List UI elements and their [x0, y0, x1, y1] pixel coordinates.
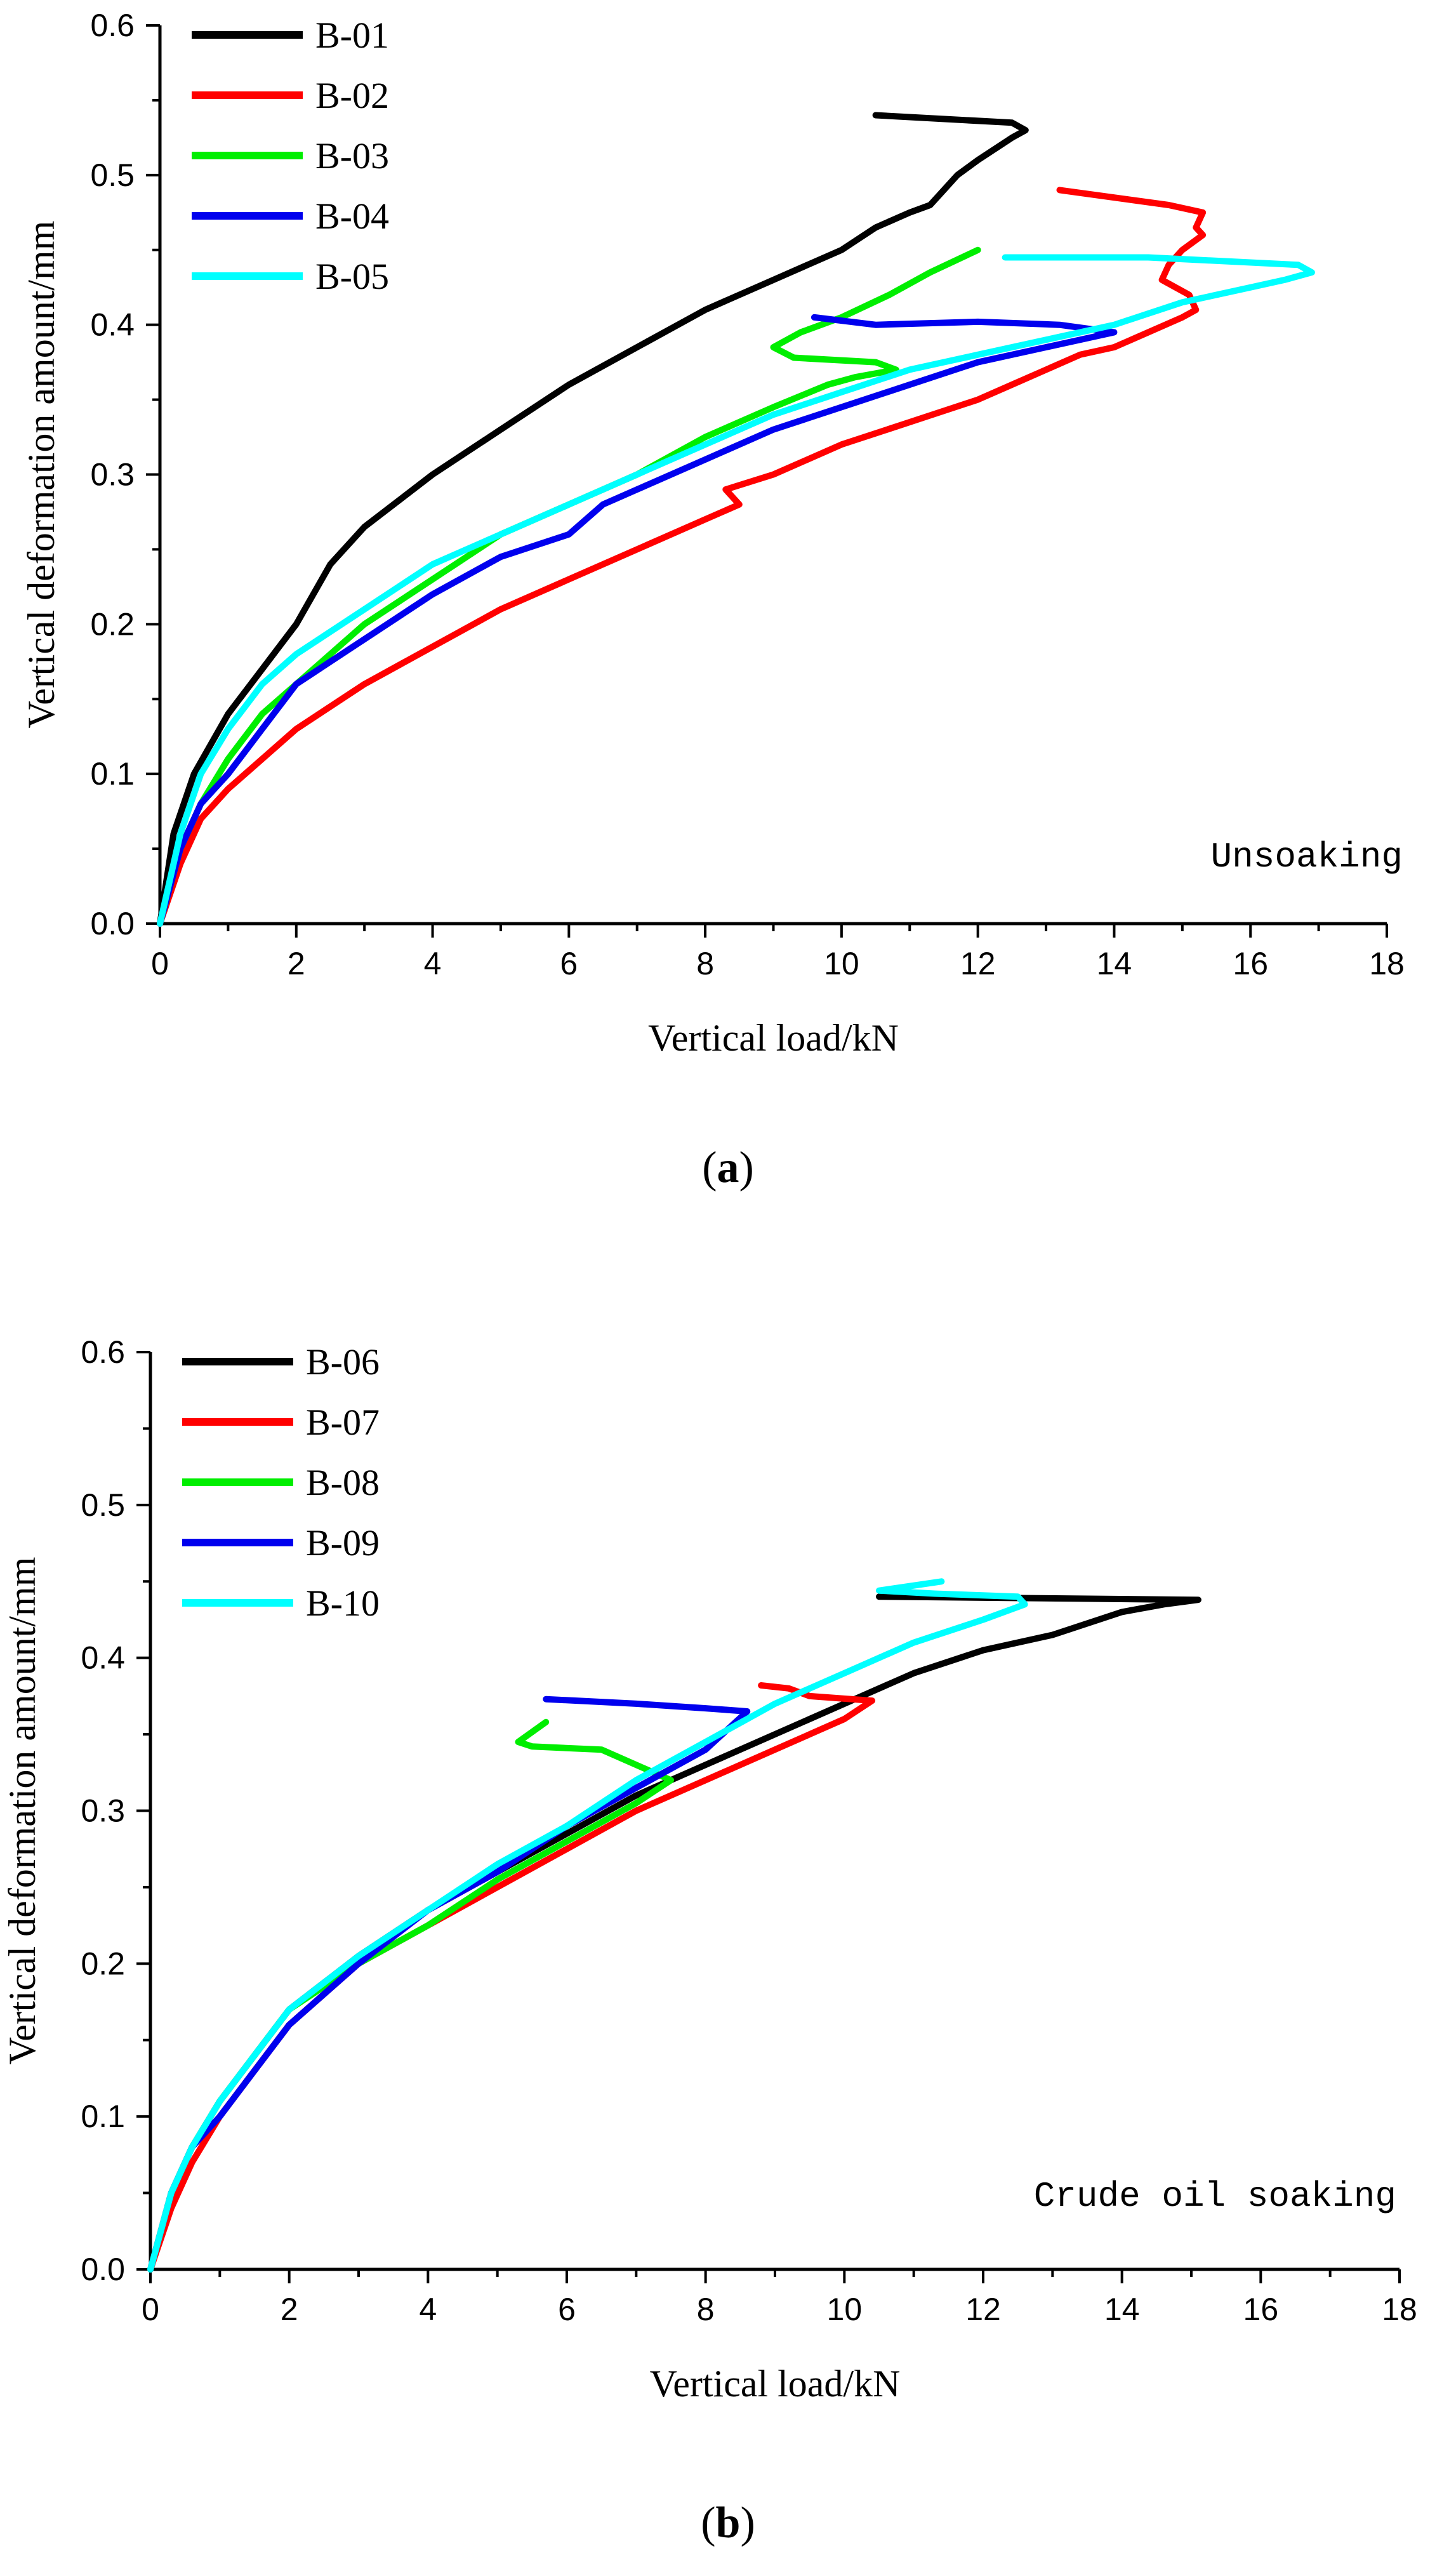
x-tick-label: 16 — [1243, 2292, 1279, 2327]
y-tick-label: 0.2 — [81, 1946, 125, 1981]
series-line-b-05 — [157, 254, 1315, 927]
caption-b-open: ( — [701, 2499, 716, 2547]
caption-b-close: ) — [740, 2499, 755, 2547]
y-tick-label: 0.0 — [81, 2252, 125, 2287]
legend-label-b-09: B-09 — [306, 1522, 380, 1563]
x-tick-label: 18 — [1382, 2292, 1417, 2327]
series-line-b-03 — [157, 246, 981, 927]
x-tick-label: 2 — [288, 946, 305, 981]
y-tick-label: 0.0 — [90, 906, 135, 941]
caption-a-letter: a — [717, 1143, 739, 1192]
x-tick-label: 12 — [965, 2292, 1001, 2327]
x-tick-label: 8 — [697, 2292, 715, 2327]
legend-label-b-05: B-05 — [315, 256, 389, 297]
x-tick-label: 2 — [281, 2292, 298, 2327]
legend-label-b-08: B-08 — [306, 1462, 380, 1503]
y-tick-label: 0.4 — [90, 307, 135, 343]
y-tick-label: 0.6 — [81, 1334, 125, 1370]
x-tick-label: 18 — [1369, 946, 1405, 981]
x-tick-label: 4 — [419, 2292, 437, 2327]
series-line-b-02 — [157, 187, 1207, 927]
series-line-b-04 — [157, 314, 1118, 927]
legend-label-b-06: B-06 — [306, 1341, 380, 1383]
y-tick-label: 0.1 — [81, 2099, 125, 2134]
x-tick-label: 10 — [827, 2292, 863, 2327]
condition-annotation: Unsoaking — [1211, 837, 1403, 877]
y-tick-label: 0.1 — [90, 756, 135, 792]
chart-panel-b: 0 2 4 6 8 10 12 14 16 18 0.0 0.1 0.2 0.3 0.4 0.5 0.6 Vert… — [1, 1334, 1417, 2405]
y-tick-label: 0.3 — [90, 457, 135, 493]
series-line-b-09 — [147, 1696, 751, 2273]
x-tick-label: 6 — [558, 2292, 576, 2327]
y-tick-label: 0.6 — [90, 8, 135, 43]
x-tick-label: 8 — [696, 946, 714, 981]
y-tick-label: 0.5 — [90, 157, 135, 193]
x-tick-label: 6 — [560, 946, 578, 981]
y-tick-label: 0.5 — [81, 1487, 125, 1523]
x-tick-label: 10 — [824, 946, 859, 981]
x-tick-label: 14 — [1104, 2292, 1140, 2327]
series-line-b-08 — [147, 1718, 674, 2273]
series-line-b-06 — [147, 1593, 1201, 2273]
y-tick-label: 0.4 — [81, 1640, 125, 1676]
legend-label-b-03: B-03 — [315, 135, 389, 176]
x-tick-label: 0 — [151, 946, 169, 981]
caption-a-open: ( — [702, 1143, 717, 1192]
caption-a: (a) — [0, 1143, 1456, 1193]
caption-b: (b) — [0, 2498, 1456, 2549]
x-axis-title: Vertical load/kN — [650, 2363, 901, 2405]
x-tick-label: 0 — [142, 2292, 159, 2327]
legend-label-b-10: B-10 — [306, 1583, 380, 1624]
series-line-b-07 — [147, 1682, 876, 2273]
condition-annotation: Crude oil soaking — [1034, 2176, 1396, 2217]
caption-b-letter: b — [715, 2499, 741, 2547]
legend-label-b-07: B-07 — [306, 1402, 380, 1443]
legend-label-b-02: B-02 — [315, 75, 389, 116]
y-tick-label: 0.2 — [90, 606, 135, 642]
y-axis-title: Vertical deformation amount/mm — [1, 1557, 43, 2065]
caption-a-close: ) — [739, 1143, 754, 1192]
legend-label-b-04: B-04 — [315, 196, 389, 237]
legend-label-b-01: B-01 — [315, 15, 389, 56]
x-tick-label: 16 — [1233, 946, 1268, 981]
series-line-b-10 — [147, 1578, 1028, 2273]
series-line-b-01 — [157, 112, 1029, 927]
y-tick-label: 0.3 — [81, 1793, 125, 1829]
x-tick-label: 12 — [960, 946, 996, 981]
y-axis-title: Vertical deformation amount/mm — [20, 221, 62, 729]
chart-panel-a: 0 2 4 6 8 10 12 14 16 18 0.0 0.1 0.2 0.3 0.4 0.5 0.6 Vert… — [20, 8, 1405, 1059]
x-tick-label: 4 — [424, 946, 442, 981]
x-axis-title: Vertical load/kN — [648, 1017, 899, 1059]
x-tick-label: 14 — [1097, 946, 1132, 981]
